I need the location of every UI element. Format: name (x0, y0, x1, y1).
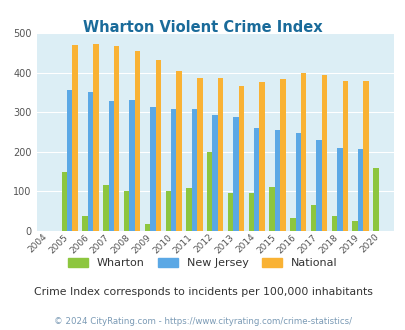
Bar (352, 221, 357, 231)
Bar (124, 191, 129, 231)
Bar (109, 101, 114, 231)
Bar (93, 44, 98, 231)
Bar (134, 51, 140, 231)
Bar (238, 86, 243, 231)
Bar (342, 81, 347, 231)
Bar (191, 109, 196, 231)
Bar (165, 191, 171, 231)
Bar (62, 172, 67, 231)
Text: © 2024 CityRating.com - https://www.cityrating.com/crime-statistics/: © 2024 CityRating.com - https://www.city… (54, 317, 351, 326)
Bar (176, 71, 181, 231)
Bar (87, 92, 93, 231)
Bar (227, 193, 233, 231)
Bar (259, 82, 264, 231)
Bar (186, 188, 191, 231)
Bar (315, 140, 321, 231)
Bar (129, 100, 134, 231)
Bar (233, 117, 238, 231)
Bar (362, 81, 368, 231)
Bar (321, 75, 326, 231)
Legend: Wharton, New Jersey, National: Wharton, New Jersey, National (64, 253, 341, 273)
Bar (269, 187, 274, 231)
Bar (155, 60, 160, 231)
Bar (171, 109, 176, 231)
Text: Wharton Violent Crime Index: Wharton Violent Crime Index (83, 20, 322, 35)
Bar (150, 108, 155, 231)
Bar (196, 78, 202, 231)
Bar (290, 218, 295, 231)
Bar (248, 193, 254, 231)
Bar (145, 224, 150, 231)
Bar (372, 168, 378, 231)
Bar (357, 149, 362, 231)
Bar (212, 115, 217, 231)
Bar (103, 185, 109, 231)
Bar (217, 78, 223, 231)
Bar (254, 128, 259, 231)
Bar (300, 73, 306, 231)
Bar (310, 205, 315, 231)
Bar (67, 90, 72, 231)
Bar (336, 148, 342, 231)
Text: Crime Index corresponds to incidents per 100,000 inhabitants: Crime Index corresponds to incidents per… (34, 287, 371, 297)
Bar (331, 216, 336, 231)
Bar (114, 46, 119, 231)
Bar (72, 45, 78, 231)
Bar (274, 130, 279, 231)
Bar (279, 79, 285, 231)
Bar (295, 133, 300, 231)
Bar (207, 152, 212, 231)
Bar (82, 216, 87, 231)
